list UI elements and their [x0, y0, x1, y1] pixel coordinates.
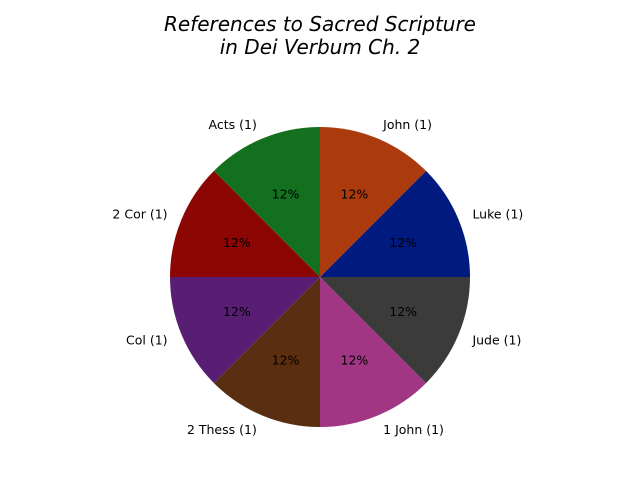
slice-label-acts-1: Acts (1)	[209, 117, 257, 132]
pie-slice-2-thess-1	[213, 277, 320, 427]
chart-title-line-2: in Dei Verbum Ch. 2	[220, 35, 421, 59]
pie-slice-luke-1	[320, 170, 470, 277]
pie-slice-1-john-1	[320, 277, 427, 427]
slice-percent-john-1: 12%	[341, 186, 369, 201]
slice-label-jude-1: Jude (1)	[471, 333, 521, 348]
slice-percent-luke-1: 12%	[389, 235, 417, 250]
slice-label-col-1: Col (1)	[126, 333, 168, 348]
slice-percent-1-john-1: 12%	[341, 353, 369, 368]
slice-percent-2-thess-1: 12%	[272, 353, 300, 368]
slice-percent-acts-1: 12%	[272, 186, 300, 201]
slice-percent-2-cor-1: 12%	[223, 235, 251, 250]
slice-percent-jude-1: 12%	[389, 304, 417, 319]
pie-slice-col-1	[170, 277, 320, 384]
slice-label-2-thess-1: 2 Thess (1)	[187, 422, 257, 437]
pie-slice-acts-1	[213, 127, 320, 277]
chart-title-line-1: References to Sacred Scripture	[164, 12, 476, 36]
pie-slice-jude-1	[320, 277, 470, 384]
pie-slices	[170, 127, 470, 427]
slice-label-2-cor-1: 2 Cor (1)	[112, 206, 167, 221]
pie-labels: Luke (1) 12% John (1) 12% Acts (1) 12% 2 Cor (…	[112, 117, 523, 437]
slice-label-1-john-1: 1 John (1)	[383, 422, 444, 437]
slice-percent-col-1: 12%	[223, 304, 251, 319]
pie-slice-john-1	[320, 127, 427, 277]
slice-label-luke-1: Luke (1)	[472, 206, 523, 221]
pie-slice-2-cor-1	[170, 170, 320, 277]
slice-label-john-1: John (1)	[382, 117, 432, 132]
